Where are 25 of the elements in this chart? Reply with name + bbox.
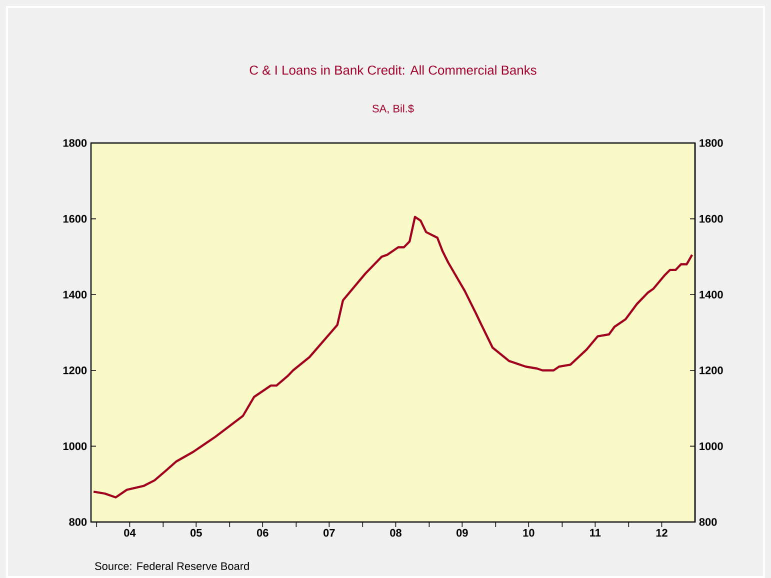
x-tick-label: 05 [190, 528, 202, 537]
source-note: Source: Federal Reserve Board [95, 562, 249, 570]
x-tick-label: 10 [523, 528, 534, 537]
x-tick-label: 04 [124, 528, 136, 537]
y2-tick-label: 1000 [700, 442, 723, 450]
y2-tick-label: 1400 [700, 290, 723, 298]
x-tick-label: 11 [590, 528, 601, 536]
y-tick-label: 1600 [63, 214, 87, 223]
x-tick-label: 09 [456, 528, 468, 537]
line-series [92, 216, 694, 498]
y-tick-label: 1200 [63, 366, 87, 374]
y-tick-label: 1800 [63, 139, 87, 147]
y-tick-label: 800 [69, 518, 87, 526]
y2-tick-label: 1800 [700, 139, 723, 147]
y2-tick-label: 1200 [700, 366, 723, 374]
x-tick-label: 12 [656, 528, 668, 537]
y2-tick-label: 800 [699, 518, 717, 526]
x-tick-label: 07 [323, 528, 335, 537]
chart-subtitle: SA, Bil.$ [372, 104, 414, 114]
y-tick-label: 1400 [63, 290, 87, 298]
x-tick-label: 06 [256, 528, 268, 537]
y2-tick-label: 1600 [700, 214, 723, 223]
x-tick-label: 08 [390, 528, 402, 537]
chart-title: C & I Loans in Bank Credit: All Commercial Banks [250, 65, 536, 75]
y-tick-label: 1000 [63, 442, 87, 450]
